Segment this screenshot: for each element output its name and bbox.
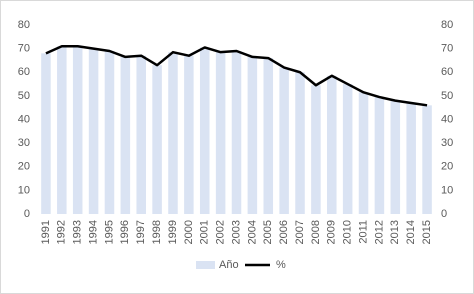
x-tick-label: 2012 [373,220,385,244]
bar [342,84,353,214]
x-tick-label: 2009 [326,220,338,244]
bar [136,55,146,215]
x-tick-label: 2006 [278,220,290,244]
y2-tick-label: 30 [441,137,453,149]
y-tick-label: 60 [18,66,30,78]
x-tick-label: 2008 [310,220,322,244]
bar [279,67,289,215]
line [45,45,428,107]
x-tick-label: 1994 [87,220,99,244]
bar [263,58,274,215]
x-tick-label: 1992 [56,220,68,244]
bar [120,56,131,214]
bar [406,102,416,214]
bar [390,100,401,214]
bar [327,75,337,214]
y2-tick-label: 80 [441,19,453,31]
x-tick-label: 1998 [151,220,163,244]
bar [88,48,99,214]
x-tick-label: 2015 [421,220,433,244]
y-tick-label: 80 [18,19,30,31]
bar [199,47,210,214]
bar [311,85,321,215]
y2-tick-label: 70 [441,43,453,55]
bar [247,56,258,214]
x-tick-label: 2014 [405,220,417,244]
bar [422,105,432,214]
bar [231,50,242,214]
x-tick-label: 1997 [135,220,147,244]
x-tick-label: 2010 [342,220,354,244]
bar [152,65,162,214]
bar [168,52,178,215]
legend-swatch [196,261,215,269]
y-tick-label: 10 [18,184,30,196]
y-tick-label: 40 [18,113,30,125]
bar [57,46,67,215]
x-tick-label: 2001 [199,220,211,244]
x-tick-label: 2011 [357,220,369,244]
bar [295,72,305,214]
y-tick-label: 30 [18,137,30,149]
y-tick-label: 0 [24,208,30,220]
bar [358,92,369,214]
y2-tick-label: 50 [441,90,453,102]
x-tick-label: 1995 [103,220,115,244]
bar [184,55,194,215]
bar [374,97,385,214]
x-tick-label: 1991 [40,220,52,244]
y2-tick-label: 20 [441,161,453,173]
y-tick-label: 50 [18,90,30,102]
x-tick-label: 1999 [167,220,179,244]
y2-tick-label: 40 [441,113,453,125]
bar [41,53,51,214]
x-tick-label: 2013 [389,220,401,244]
x-tick-label: 2007 [294,220,306,244]
legend-label: % [276,259,286,271]
y-tick-label: 20 [18,161,30,173]
x-tick-label: 2004 [246,220,258,244]
legend-label: Año [219,259,239,271]
x-tick-label: 2002 [215,220,227,244]
x-tick-label: 1993 [72,220,84,244]
y-tick-label: 70 [18,43,30,55]
x-tick-label: 2000 [183,220,195,244]
bar [72,46,83,215]
bar [104,50,115,214]
x-tick-label: 1996 [119,220,131,244]
bar [215,52,226,215]
x-tick-label: 2003 [230,220,242,244]
y2-tick-label: 10 [441,184,453,196]
y2-tick-label: 60 [441,66,453,78]
x-tick-label: 2005 [262,220,274,244]
y2-tick-label: 0 [441,208,447,220]
